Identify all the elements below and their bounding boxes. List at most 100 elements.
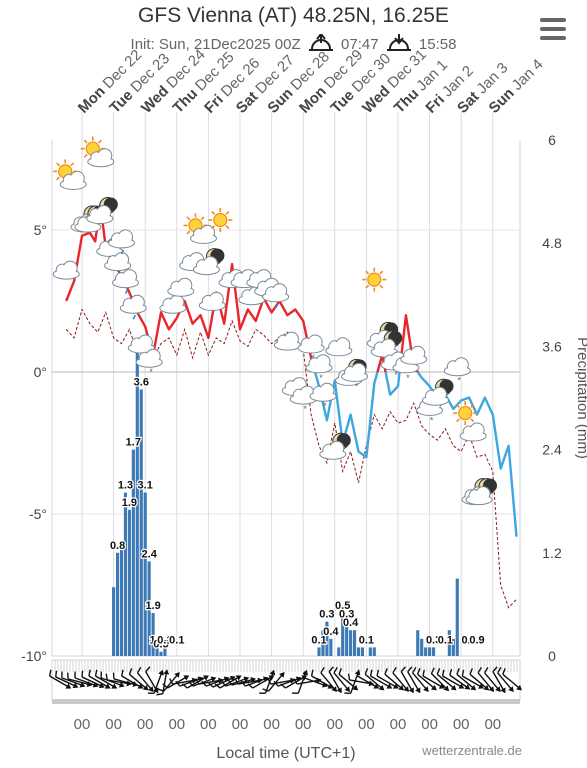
- precip-value-label: 1.9: [145, 600, 160, 612]
- snow-cloud-icon: *: [309, 382, 337, 411]
- y-left-tick: -10°: [21, 648, 47, 664]
- wind-arrow: [376, 669, 399, 689]
- svg-text:*: *: [319, 373, 323, 383]
- x-tick-label: 00: [105, 716, 122, 733]
- rain-cloud-icon: [108, 229, 135, 255]
- menu-bar: [540, 18, 566, 22]
- precip-bar: [147, 561, 151, 656]
- wind-arrow: [291, 669, 308, 694]
- precip-value-label: 0.1: [169, 634, 184, 646]
- precip-bar: [131, 449, 135, 656]
- wind-arrow: [262, 672, 285, 692]
- wind-arrow: [333, 667, 351, 692]
- credit-text: wetterzentrale.de: [421, 743, 522, 758]
- wind-arrow: [48, 669, 72, 689]
- precip-bar: [416, 630, 420, 656]
- wind-arrow: [497, 667, 514, 692]
- wind-arrow: [477, 667, 495, 692]
- hamburger-menu-button[interactable]: [540, 18, 566, 40]
- moon-cloud-icon: [319, 432, 352, 460]
- wind-arrow: [430, 667, 450, 692]
- wind-arrow: [128, 668, 149, 691]
- wind-arrow: [338, 668, 359, 691]
- precip-value-label: 0.1: [438, 634, 453, 646]
- svg-text:*: *: [355, 381, 359, 391]
- y-right-tick: 2.4: [542, 442, 562, 458]
- wind-arrow: [201, 676, 230, 687]
- y-right-tick: 1.2: [542, 545, 562, 561]
- snow-cloud-icon: *: [416, 396, 444, 425]
- precip-bar: [360, 647, 365, 656]
- wind-arrow: [121, 669, 144, 689]
- wind-arrow: [310, 669, 334, 689]
- precip-value-label: 0.8: [110, 540, 125, 552]
- precip-value-label: 1.7: [126, 437, 141, 449]
- precip-value-label: 0.3: [319, 609, 334, 621]
- precip-bar: [447, 630, 451, 656]
- wind-arrow: [369, 669, 393, 689]
- sunset-time: 15:58: [418, 36, 457, 53]
- x-tick-label: 00: [358, 716, 375, 733]
- sun-cloud-icon: [80, 135, 115, 168]
- precip-bar: [317, 647, 321, 656]
- snow-cloud-icon: *: [289, 385, 317, 414]
- wind-arrow: [94, 669, 118, 689]
- precip-value-label: 0.4: [323, 626, 339, 638]
- y-right-tick: 4.8: [542, 235, 562, 251]
- wind-arrow: [416, 668, 437, 691]
- precip-value-label: 3.1: [138, 480, 153, 492]
- precip-bar: [143, 492, 147, 656]
- wind-arrow: [162, 675, 190, 689]
- precip-value-label: 0.3: [339, 609, 354, 621]
- x-tick-label: 00: [137, 716, 154, 733]
- wind-arrow: [156, 669, 170, 696]
- cloud-icon: [52, 260, 80, 280]
- sun-icon: [452, 400, 479, 426]
- precip-bar: [151, 613, 155, 656]
- precip-bar: [349, 630, 353, 656]
- sun-cloud-icon: [52, 158, 87, 190]
- wind-arrow: [400, 666, 414, 694]
- x-tick-label: 00: [453, 716, 470, 733]
- y-left-tick: 0°: [34, 364, 47, 380]
- cloud-icon: [198, 291, 226, 311]
- wind-arrow: [136, 667, 154, 692]
- wind-arrow: [364, 668, 385, 691]
- precip-bar: [420, 638, 424, 656]
- x-tick-label: 00: [326, 716, 343, 733]
- precip-bar: [321, 630, 325, 656]
- snow-cloud-icon: *: [135, 348, 163, 377]
- precip-value-label: 0.5: [153, 639, 168, 651]
- menu-bar: [540, 36, 566, 40]
- cloud-icon: [159, 294, 187, 314]
- precip-bar: [119, 544, 124, 656]
- precip-value-label: 3.6: [134, 376, 149, 388]
- precip-bar: [424, 647, 428, 656]
- precip-value-label: 0.1: [157, 634, 172, 646]
- sun-icon: [207, 207, 234, 233]
- wind-arrow: [328, 666, 342, 694]
- cloud-icon: [167, 277, 195, 297]
- x-tick-label: 00: [295, 716, 312, 733]
- precip-value-label: 1.3: [118, 480, 133, 492]
- precip-value-label: 0.9: [469, 634, 484, 646]
- wind-arrow: [61, 671, 86, 688]
- precip-bar: [431, 647, 436, 656]
- chart-title: GFS Vienna (AT) 48.25N, 16.25E: [138, 4, 449, 27]
- x-tick-label: 00: [200, 716, 217, 733]
- cloud-icon: [400, 345, 428, 365]
- wind-arrow: [320, 667, 337, 692]
- init-label: Init: Sun, 21Dec2025 00Z: [130, 36, 301, 53]
- wind-arrow: [461, 669, 484, 689]
- precip-bar: [139, 389, 143, 656]
- wind-arrow: [422, 669, 445, 689]
- precip-bar: [372, 647, 376, 656]
- precip-bar: [428, 647, 432, 656]
- cloud-icon: [459, 422, 487, 442]
- snow-cloud-icon: *: [443, 357, 471, 386]
- y-right-tick: 3.6: [542, 338, 562, 354]
- precip-value-label: 0.3: [461, 634, 476, 646]
- precip-bar: [127, 509, 131, 656]
- precip-bar: [135, 346, 139, 656]
- y-right-tick: 0: [548, 648, 556, 664]
